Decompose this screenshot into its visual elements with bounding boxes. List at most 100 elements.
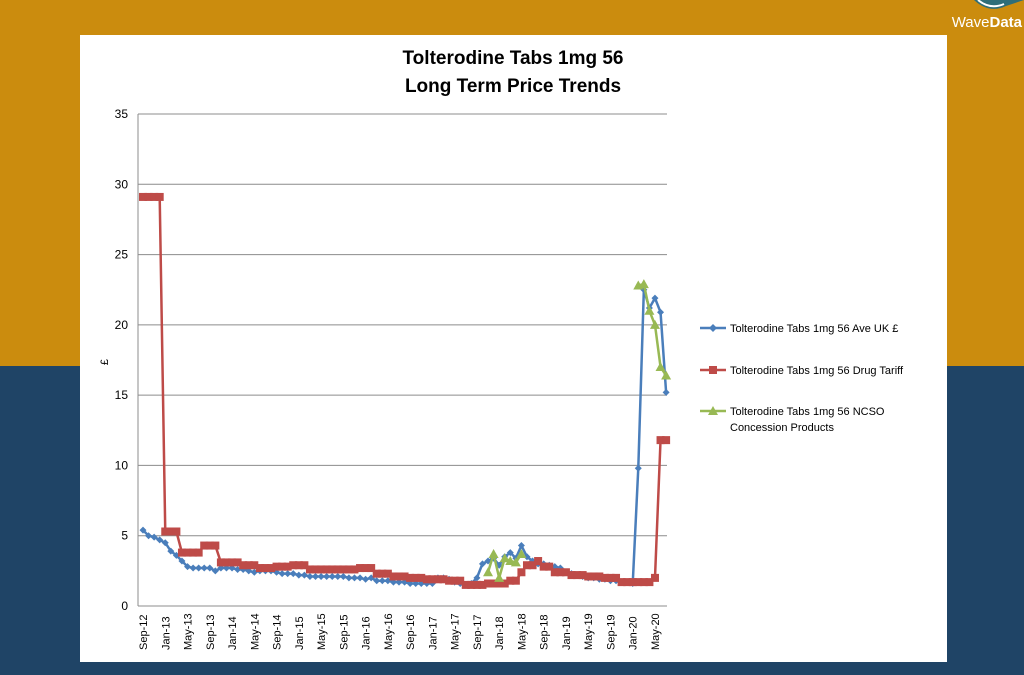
x-tick-label: Sep-19 <box>605 615 617 650</box>
data-point <box>456 576 465 585</box>
data-point <box>228 558 237 567</box>
data-point <box>328 565 337 574</box>
data-point <box>556 568 565 577</box>
data-point <box>634 578 643 587</box>
data-point <box>506 549 514 557</box>
data-point <box>311 565 320 574</box>
data-point <box>278 562 287 571</box>
y-tick-label: 15 <box>115 388 129 402</box>
data-point <box>406 573 415 582</box>
data-point <box>578 571 587 580</box>
data-point <box>461 580 470 589</box>
x-tick-label: Jan-20 <box>628 616 640 650</box>
data-point <box>528 561 537 570</box>
x-tick-label: Sep-12 <box>138 615 150 650</box>
data-point <box>638 279 649 289</box>
data-point <box>522 561 531 570</box>
data-point <box>606 573 615 582</box>
legend-triangle-icon <box>708 406 718 415</box>
y-tick-label: 30 <box>115 177 129 191</box>
data-point <box>378 569 387 578</box>
data-point <box>656 436 665 445</box>
x-tick-label: Jan-19 <box>561 616 573 650</box>
data-point <box>639 578 648 587</box>
data-point <box>516 548 527 558</box>
data-point <box>244 561 253 570</box>
data-point <box>600 573 609 582</box>
chart-title-line2: Long Term Price Trends <box>405 76 621 97</box>
data-point <box>651 294 659 302</box>
x-tick-label: Sep-14 <box>272 615 284 650</box>
x-tick-label: May-19 <box>583 613 595 650</box>
data-point <box>523 553 531 561</box>
x-tick-label: Jan-14 <box>227 616 239 650</box>
legend-label-ncso: Tolterodine Tabs 1mg 56 NCSO <box>730 406 885 418</box>
data-point <box>322 565 331 574</box>
x-tick-label: May-18 <box>516 613 528 650</box>
data-point <box>166 527 175 536</box>
data-point <box>483 567 494 577</box>
data-point <box>539 562 548 571</box>
data-point <box>284 570 292 578</box>
data-point <box>489 579 498 588</box>
data-point <box>222 558 231 567</box>
data-point <box>567 571 576 580</box>
data-point <box>295 571 303 579</box>
x-tick-label: Jan-16 <box>361 616 373 650</box>
data-point <box>373 577 381 585</box>
series-square <box>139 192 671 589</box>
data-point <box>473 574 481 582</box>
data-point <box>278 570 286 578</box>
legend-diamond-icon <box>709 324 717 332</box>
data-point <box>584 572 593 581</box>
data-point <box>505 556 516 566</box>
y-tick-label: 25 <box>115 248 129 262</box>
x-tick-label: Sep-17 <box>472 615 484 650</box>
x-tick-label: Jan-17 <box>427 616 439 650</box>
data-point <box>517 568 526 577</box>
data-point <box>411 573 420 582</box>
data-point <box>177 548 186 557</box>
data-point <box>417 573 426 582</box>
data-point <box>350 565 359 574</box>
data-point <box>317 565 326 574</box>
data-point <box>488 548 499 558</box>
data-point <box>595 572 604 581</box>
data-point <box>484 579 493 588</box>
data-point <box>628 578 637 587</box>
y-tick-label: 0 <box>121 599 128 613</box>
data-point <box>345 574 353 582</box>
series-line <box>142 289 668 587</box>
data-point <box>205 541 214 550</box>
data-point <box>662 388 670 396</box>
x-tick-label: May-20 <box>650 613 662 650</box>
wave-icon <box>974 0 1024 9</box>
y-tick-label: 20 <box>115 318 129 332</box>
data-point <box>139 192 147 201</box>
data-point <box>328 572 336 580</box>
x-tick-label: Sep-16 <box>405 615 417 650</box>
data-point <box>657 308 665 316</box>
data-point <box>450 576 459 585</box>
data-point <box>283 562 292 571</box>
x-tick-label: Sep-15 <box>338 615 350 650</box>
data-point <box>289 570 297 578</box>
logo-text: WaveData <box>952 14 1022 31</box>
data-point <box>433 575 442 584</box>
x-tick-label: May-14 <box>249 613 261 650</box>
data-point <box>255 564 264 573</box>
data-point <box>367 564 376 573</box>
data-point <box>394 572 403 581</box>
data-point <box>655 362 666 372</box>
data-point <box>428 575 437 584</box>
data-point <box>439 575 448 584</box>
data-point <box>172 527 181 536</box>
data-point <box>239 561 248 570</box>
data-point <box>372 569 381 578</box>
x-tick-label: Sep-18 <box>539 615 551 650</box>
data-point <box>200 541 209 550</box>
data-point <box>534 557 543 566</box>
data-point <box>216 558 225 567</box>
data-point <box>211 541 220 550</box>
series-triangle <box>483 279 672 582</box>
